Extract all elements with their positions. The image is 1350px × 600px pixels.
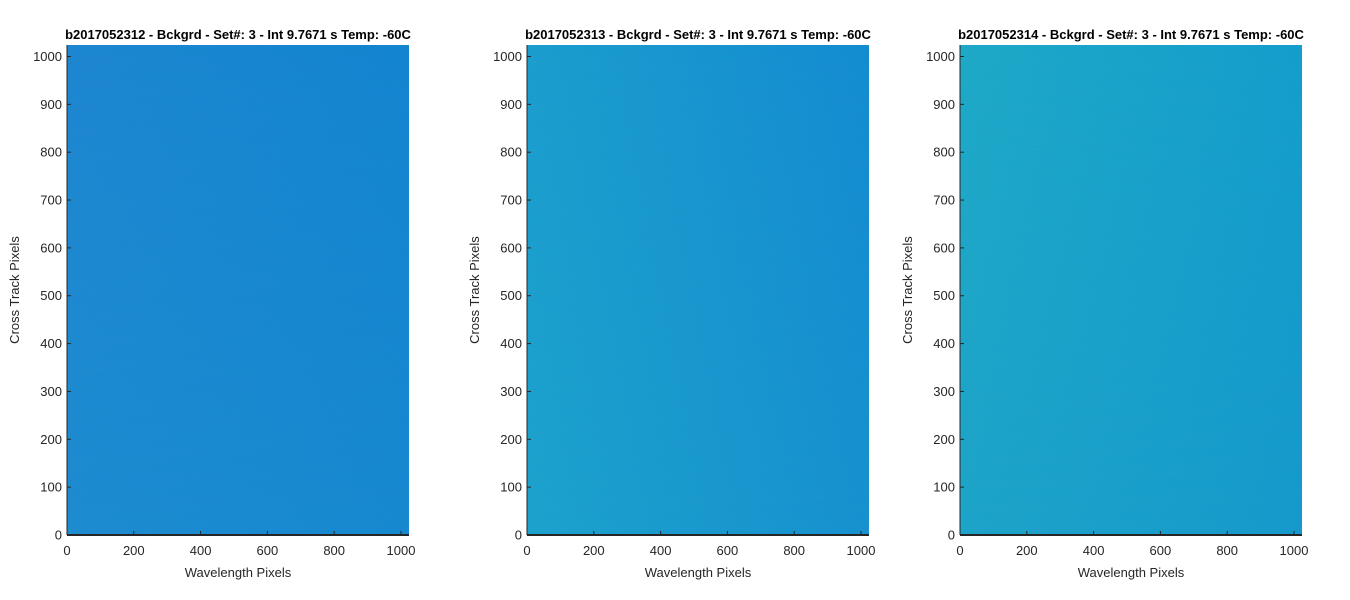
heatmap-image (527, 45, 869, 535)
x-tick-label: 600 (257, 543, 279, 558)
y-tick-label: 0 (948, 528, 955, 543)
chart-title: b2017052312 - Bckgrd - Set#: 3 - Int 9.7… (65, 27, 411, 42)
y-axis-label: Cross Track Pixels (7, 236, 22, 344)
x-tick-label: 200 (1016, 543, 1038, 558)
y-tick-label: 500 (500, 288, 522, 303)
y-tick-label: 900 (500, 97, 522, 112)
y-tick-label: 1000 (493, 49, 522, 64)
x-tick-label: 400 (1083, 543, 1105, 558)
y-tick-label: 200 (40, 432, 62, 447)
y-tick-label: 300 (40, 384, 62, 399)
subplot-2: 0 100 200 300 400 500 600 700 800 900 1000 0 200 400 6… (467, 27, 875, 580)
y-tick-label: 600 (40, 240, 62, 255)
y-tick-label: 700 (500, 193, 522, 208)
y-tick-label: 400 (500, 336, 522, 351)
chart-title: b2017052313 - Bckgrd - Set#: 3 - Int 9.7… (525, 27, 871, 42)
x-tick-label: 1000 (1280, 543, 1309, 558)
x-tick-label: 200 (583, 543, 605, 558)
y-tick-label: 700 (40, 193, 62, 208)
y-tick-label: 900 (40, 97, 62, 112)
x-axis-label: Wavelength Pixels (645, 565, 752, 580)
y-tick-label: 900 (933, 97, 955, 112)
x-tick-label: 0 (956, 543, 963, 558)
subplot-1: 0 100 200 300 400 500 600 700 800 900 1000 0 200 400 6… (7, 27, 415, 580)
x-tick-label: 600 (1150, 543, 1172, 558)
y-tick-label: 500 (933, 288, 955, 303)
y-tick-label: 300 (500, 384, 522, 399)
x-tick-label: 800 (323, 543, 345, 558)
y-tick-label: 200 (500, 432, 522, 447)
heatmap-image (67, 45, 409, 535)
x-tick-label: 600 (717, 543, 739, 558)
y-tick-label: 100 (40, 480, 62, 495)
y-tick-label: 500 (40, 288, 62, 303)
y-tick-label: 100 (933, 480, 955, 495)
y-axis-label: Cross Track Pixels (467, 236, 482, 344)
x-tick-label: 800 (783, 543, 805, 558)
x-axis-label: Wavelength Pixels (1078, 565, 1185, 580)
y-tick-label: 700 (933, 193, 955, 208)
y-tick-label: 200 (933, 432, 955, 447)
x-tick-label: 0 (63, 543, 70, 558)
x-axis-label: Wavelength Pixels (185, 565, 292, 580)
chart-title: b2017052314 - Bckgrd - Set#: 3 - Int 9.7… (958, 27, 1304, 42)
y-tick-label: 400 (40, 336, 62, 351)
y-tick-label: 100 (500, 480, 522, 495)
x-tick-label: 200 (123, 543, 145, 558)
y-axis-label: Cross Track Pixels (900, 236, 915, 344)
y-tick-label: 800 (500, 145, 522, 160)
y-tick-label: 0 (55, 528, 62, 543)
x-tick-label: 0 (523, 543, 530, 558)
x-tick-label: 400 (650, 543, 672, 558)
y-tick-label: 400 (933, 336, 955, 351)
y-tick-label: 800 (40, 145, 62, 160)
y-tick-label: 0 (515, 528, 522, 543)
x-tick-label: 1000 (847, 543, 876, 558)
y-tick-label: 600 (500, 240, 522, 255)
y-tick-label: 300 (933, 384, 955, 399)
y-tick-label: 600 (933, 240, 955, 255)
heatmap-image (960, 45, 1302, 535)
x-tick-label: 400 (190, 543, 212, 558)
y-tick-label: 1000 (926, 49, 955, 64)
x-tick-label: 1000 (387, 543, 416, 558)
subplot-3: 0 100 200 300 400 500 600 700 800 900 1000 0 200 400 6… (900, 27, 1308, 580)
y-tick-label: 1000 (33, 49, 62, 64)
y-tick-label: 800 (933, 145, 955, 160)
x-tick-label: 800 (1216, 543, 1238, 558)
